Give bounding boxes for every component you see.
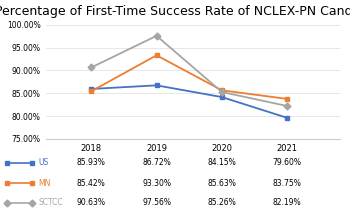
- Title: Percentage of First-Time Success Rate of NCLEX-PN Candidates: Percentage of First-Time Success Rate of…: [0, 5, 350, 18]
- Text: 79.60%: 79.60%: [273, 158, 302, 167]
- Text: 97.56%: 97.56%: [142, 198, 171, 207]
- MN: [154, 54, 159, 57]
- Text: 82.19%: 82.19%: [273, 198, 302, 207]
- SCTCC: [220, 91, 224, 93]
- SCTCC: [154, 34, 159, 37]
- Text: 90.63%: 90.63%: [77, 198, 106, 207]
- Text: 85.42%: 85.42%: [77, 179, 106, 188]
- Text: 85.26%: 85.26%: [208, 198, 236, 207]
- Line: MN: MN: [89, 53, 290, 101]
- SCTCC: [285, 105, 289, 107]
- Line: SCTCC: SCTCC: [89, 33, 290, 108]
- MN: [285, 98, 289, 100]
- Text: 86.72%: 86.72%: [142, 158, 171, 167]
- Text: 84.15%: 84.15%: [208, 158, 236, 167]
- Text: 93.30%: 93.30%: [142, 179, 171, 188]
- Text: 85.63%: 85.63%: [208, 179, 236, 188]
- US: [154, 84, 159, 87]
- Text: US: US: [38, 158, 49, 167]
- US: [220, 96, 224, 98]
- US: [285, 116, 289, 119]
- SCTCC: [89, 66, 93, 69]
- US: [89, 88, 93, 90]
- MN: [220, 89, 224, 92]
- Text: 85.93%: 85.93%: [77, 158, 106, 167]
- Text: 83.75%: 83.75%: [273, 179, 302, 188]
- Line: US: US: [89, 83, 290, 120]
- Text: MN: MN: [38, 179, 51, 188]
- Text: SCTCC: SCTCC: [38, 198, 63, 207]
- MN: [89, 90, 93, 93]
